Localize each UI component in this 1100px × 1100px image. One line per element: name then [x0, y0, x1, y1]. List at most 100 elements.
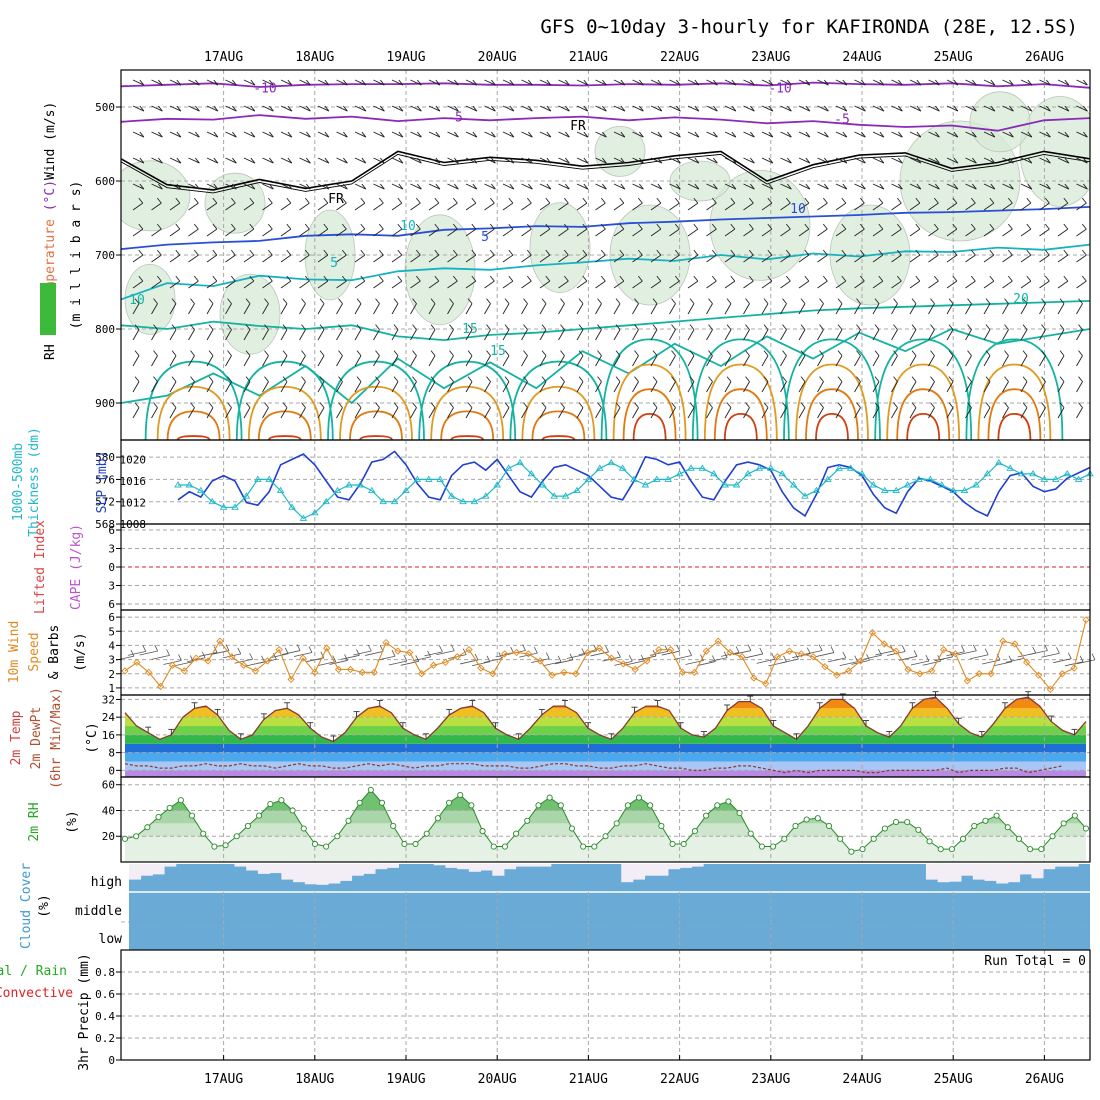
wind-barb-flag	[528, 79, 533, 86]
wind-barb-flag	[175, 223, 181, 230]
wind-barb	[798, 105, 811, 112]
wind-barb-flag	[708, 298, 713, 304]
wind-barb-flag	[652, 350, 658, 356]
wind-barb-flag	[911, 376, 917, 382]
wind-barb-flag	[175, 275, 181, 282]
thickness-marker	[1017, 469, 1026, 477]
wind-barb-flag	[933, 197, 939, 204]
thickness-marker	[1063, 469, 1071, 477]
wind-barb-flag	[541, 324, 547, 330]
wind-speed-marker	[928, 667, 936, 675]
wind-barb-flag	[343, 157, 348, 164]
wind-barb	[1020, 407, 1028, 419]
high-cloud-gap	[152, 864, 165, 875]
high-cloud-gap	[140, 864, 153, 876]
thickness-marker	[687, 464, 695, 471]
wind-barb-flag	[301, 402, 306, 408]
pressure-tick-label: 500	[95, 101, 115, 114]
wind-barb-flag	[795, 652, 799, 660]
wind-barb	[965, 105, 977, 112]
wind-barb	[465, 202, 477, 211]
wind-barb-flag	[578, 376, 584, 382]
wind-speed-marker	[204, 657, 212, 665]
wind-barb	[373, 202, 384, 211]
wind-barb-flag	[319, 324, 325, 330]
wind-barb	[1076, 407, 1083, 419]
wind-barb-flag	[819, 324, 824, 330]
wind-barb	[1076, 254, 1087, 263]
wind-barb-flag	[652, 298, 658, 304]
panel-frame	[120, 776, 1091, 863]
wind-barb	[1076, 131, 1088, 138]
wind-speed-marker	[833, 671, 841, 679]
wind-barb-flag	[486, 324, 491, 330]
wind-barb-flag	[619, 249, 625, 256]
wind-barb	[743, 228, 754, 237]
wind-barb-flag	[1046, 131, 1051, 138]
wind-barb	[835, 355, 843, 367]
wind-barb-flag	[545, 223, 551, 230]
rh-marker	[803, 816, 810, 823]
wind-barb-flag	[989, 249, 995, 256]
wind-barb	[447, 157, 459, 164]
wind-barb-flag	[378, 249, 384, 256]
wind-barb-flag	[454, 183, 459, 190]
wind-barb	[650, 355, 658, 367]
wind-barb-flag	[874, 350, 880, 356]
wind-barb	[891, 407, 898, 419]
high-cloud-gap	[375, 864, 388, 870]
wind-barb-flag	[990, 183, 996, 190]
wind-barb	[697, 661, 716, 666]
wind-barb-flag	[1022, 402, 1028, 408]
wind-barb	[151, 329, 158, 341]
wind-barb	[243, 355, 251, 367]
wind-barb-flag	[989, 275, 995, 282]
wind-barb	[576, 157, 589, 164]
wind-barb	[336, 105, 348, 112]
thickness-tick-label: 572	[95, 496, 115, 509]
rh-marker	[960, 835, 967, 842]
wind-barb	[262, 105, 274, 112]
wind-barb	[188, 157, 200, 164]
wind-barb-flag	[1064, 157, 1070, 164]
wind-barb	[317, 280, 329, 289]
wind-barb-flag	[879, 105, 885, 112]
wind-barb	[761, 183, 774, 190]
wind-barb	[243, 329, 251, 341]
wind-barb-flag	[306, 183, 311, 190]
wind-barb-flag	[615, 324, 621, 330]
wind-barb	[632, 157, 644, 164]
wind-barb	[669, 381, 676, 393]
wind-barb	[169, 381, 177, 393]
wind-barb	[132, 202, 144, 211]
thickness-marker	[732, 481, 741, 488]
wind-barb-flag	[227, 324, 232, 330]
wind-barb	[539, 280, 551, 289]
wind-barb	[576, 329, 584, 341]
wind-barb	[687, 381, 695, 393]
wind-barb	[539, 228, 551, 237]
wind-barb-flag	[208, 350, 214, 356]
wind-barb-flag	[657, 79, 663, 86]
wind-barb	[521, 79, 533, 86]
bottom-date-label: 22AUG	[660, 1072, 699, 1087]
wind-barb	[428, 202, 440, 211]
high-cloud-gap	[539, 864, 552, 867]
thickness-ylabel-2: Thickness (dm)	[27, 427, 42, 537]
wind-barb	[169, 280, 181, 289]
wind-barb	[835, 407, 843, 419]
wind-barb-flag	[782, 324, 787, 330]
wind-barb	[743, 105, 755, 112]
wind-barb-flag	[915, 275, 921, 282]
wind-speed-marker	[1023, 658, 1031, 667]
wind-barb	[993, 661, 1013, 667]
wind-barb-flag	[731, 183, 737, 190]
rh-marker	[513, 830, 520, 837]
wind-barb-flag	[700, 654, 704, 661]
thickness-tick-label: 576	[95, 473, 115, 486]
wind-barb	[391, 407, 399, 419]
wind-barb	[761, 131, 774, 138]
wind-barb	[317, 407, 325, 419]
wind-barb	[151, 303, 158, 315]
wind-barb	[854, 183, 866, 190]
